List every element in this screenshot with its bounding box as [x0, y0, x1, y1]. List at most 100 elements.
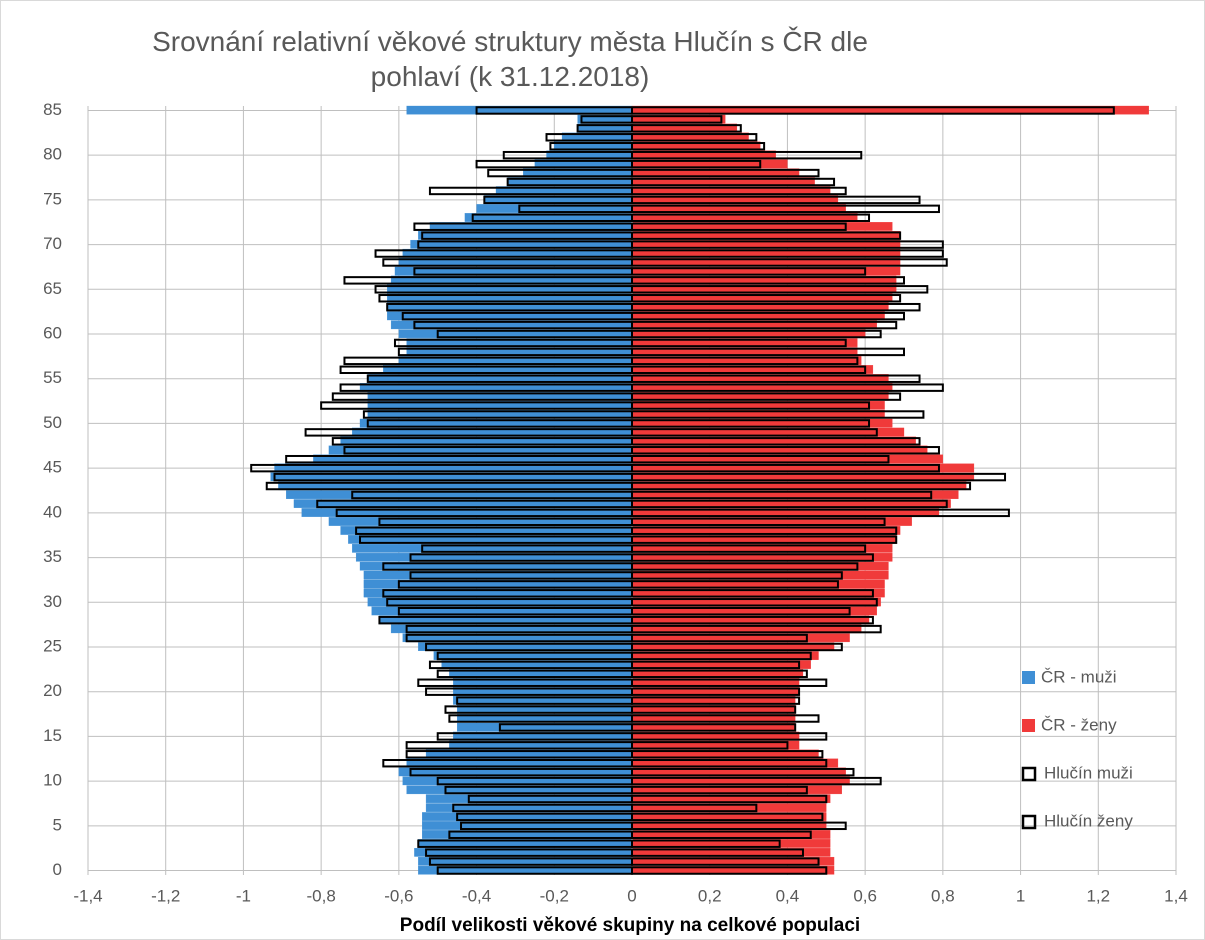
outline-bar: [631, 830, 812, 839]
outline-bar: [631, 696, 801, 705]
x-tick-label: 0,8: [931, 886, 955, 905]
outline-bar: [631, 240, 944, 249]
outline-bar: [631, 311, 905, 321]
outline-bar: [631, 142, 766, 151]
outline-bar: [631, 481, 972, 491]
y-tick-label: 70: [43, 234, 62, 253]
outline-bar: [631, 294, 902, 303]
outline-bar: [631, 490, 933, 500]
y-tick-label: 10: [43, 771, 62, 790]
x-tick-label: -0,4: [462, 886, 491, 905]
outline-bar: [631, 705, 797, 714]
outline-bar: [631, 544, 867, 553]
outline-bar: [631, 267, 867, 276]
outline-bar: [631, 714, 820, 723]
outline-bar: [631, 812, 824, 822]
outline-bar: [631, 437, 921, 446]
outline-bar: [631, 535, 898, 544]
y-tick-label: 0: [53, 860, 62, 879]
x-tick-label: 0,6: [853, 886, 877, 905]
outline-bar: [631, 866, 828, 875]
outline-bar: [631, 472, 1007, 482]
legend-label: ČR - muži: [1041, 667, 1117, 686]
x-tick-label: -1,2: [151, 886, 180, 905]
outline-bar: [631, 365, 867, 375]
y-tick-label: 20: [43, 681, 62, 700]
outline-bar: [631, 678, 828, 687]
outline-bar: [631, 767, 855, 777]
x-tick-label: -0,8: [306, 886, 335, 905]
outline-bar: [631, 150, 863, 160]
outline-bar: [631, 329, 882, 339]
outline-bar: [631, 499, 948, 509]
legend-label: ČR - ženy: [1041, 715, 1117, 734]
legend-swatch: [1022, 719, 1035, 732]
outline-bar: [631, 374, 921, 383]
y-tick-label: 80: [43, 145, 62, 164]
chart-title: Srovnání relativní věkové struktury měst…: [152, 26, 868, 92]
outline-bar: [631, 606, 851, 616]
y-tick-label: 15: [43, 726, 62, 745]
x-tick-label: -0,6: [384, 886, 413, 905]
outline-bar: [631, 258, 948, 267]
outline-bar: [631, 392, 902, 401]
x-tick-label: 0,4: [776, 886, 800, 905]
outline-bar: [631, 633, 808, 643]
outline-bar: [631, 106, 1115, 115]
outline-bar: [631, 347, 905, 357]
outline-bar: [631, 276, 905, 285]
x-tick-label: 1: [1016, 886, 1025, 905]
outline-bar: [631, 401, 871, 410]
outline-bar: [631, 302, 921, 312]
y-tick-label: 65: [43, 279, 62, 298]
x-tick-label: 1,2: [1086, 886, 1110, 905]
y-tick-label: 75: [43, 189, 62, 208]
outline-bar: [631, 115, 723, 124]
outline-bar: [631, 687, 801, 696]
x-tick-label: -0,2: [540, 886, 569, 905]
outline-bar: [631, 580, 839, 589]
x-tick-label: 0,2: [698, 886, 722, 905]
outline-bar: [631, 446, 940, 455]
outline-bar: [631, 750, 824, 759]
outline-bar: [631, 213, 871, 222]
outline-bar: [631, 195, 921, 205]
outline-bar: [631, 571, 843, 580]
outline-bar: [631, 776, 882, 786]
outline-bar: [631, 222, 847, 231]
outline-bar: [631, 463, 940, 473]
x-tick-label: 1,4: [1164, 886, 1188, 905]
outline-bar: [631, 168, 820, 178]
outline-bar: [631, 794, 828, 804]
outline-bar: [631, 249, 944, 258]
legend-swatch: [1022, 671, 1035, 684]
outline-bar: [631, 741, 789, 750]
outline-bar: [631, 159, 762, 169]
x-tick-label: 0: [627, 886, 636, 905]
outline-bar: [631, 624, 882, 634]
outline-bar: [631, 410, 925, 419]
outline-bar: [631, 562, 859, 571]
outline-bar: [631, 177, 836, 187]
y-tick-label: 60: [43, 324, 62, 343]
outline-bar: [631, 454, 890, 464]
outline-bar: [631, 526, 898, 535]
outline-bar: [631, 124, 742, 133]
outline-bar: [631, 642, 843, 652]
y-tick-label: 40: [43, 502, 62, 521]
outline-bar: [631, 589, 874, 598]
y-tick-label: 35: [43, 547, 62, 566]
outline-bar: [631, 419, 871, 428]
outline-bar: [631, 615, 874, 625]
y-tick-label: 30: [43, 592, 62, 611]
legend-swatch: [1021, 814, 1037, 830]
outline-bar: [631, 848, 804, 857]
outline-bar: [631, 660, 801, 670]
outline-bar: [631, 732, 828, 741]
outline-bar: [631, 598, 878, 607]
outline-bar: [631, 320, 898, 330]
x-axis-label: Podíl velikosti věkové skupiny na celkov…: [400, 915, 860, 936]
outline-bar: [631, 785, 808, 795]
outline-bar: [631, 186, 847, 196]
